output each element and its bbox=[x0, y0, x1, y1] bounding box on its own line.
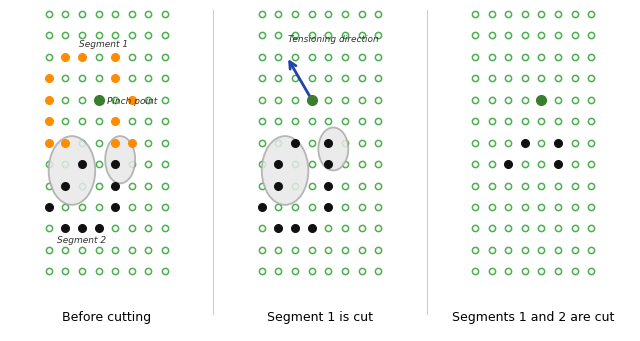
Text: Segments 1 and 2 are cut: Segments 1 and 2 are cut bbox=[452, 311, 614, 324]
Ellipse shape bbox=[49, 136, 95, 205]
Ellipse shape bbox=[318, 128, 348, 170]
Ellipse shape bbox=[105, 136, 135, 183]
Text: Before cutting: Before cutting bbox=[62, 311, 152, 324]
Ellipse shape bbox=[262, 136, 308, 205]
Text: Segment 1 is cut: Segment 1 is cut bbox=[267, 311, 373, 324]
Text: Tensioning direction: Tensioning direction bbox=[288, 35, 379, 44]
Text: Pinch point: Pinch point bbox=[107, 97, 157, 106]
Text: Segment 2: Segment 2 bbox=[58, 236, 106, 245]
Text: Segment 1: Segment 1 bbox=[79, 40, 128, 49]
